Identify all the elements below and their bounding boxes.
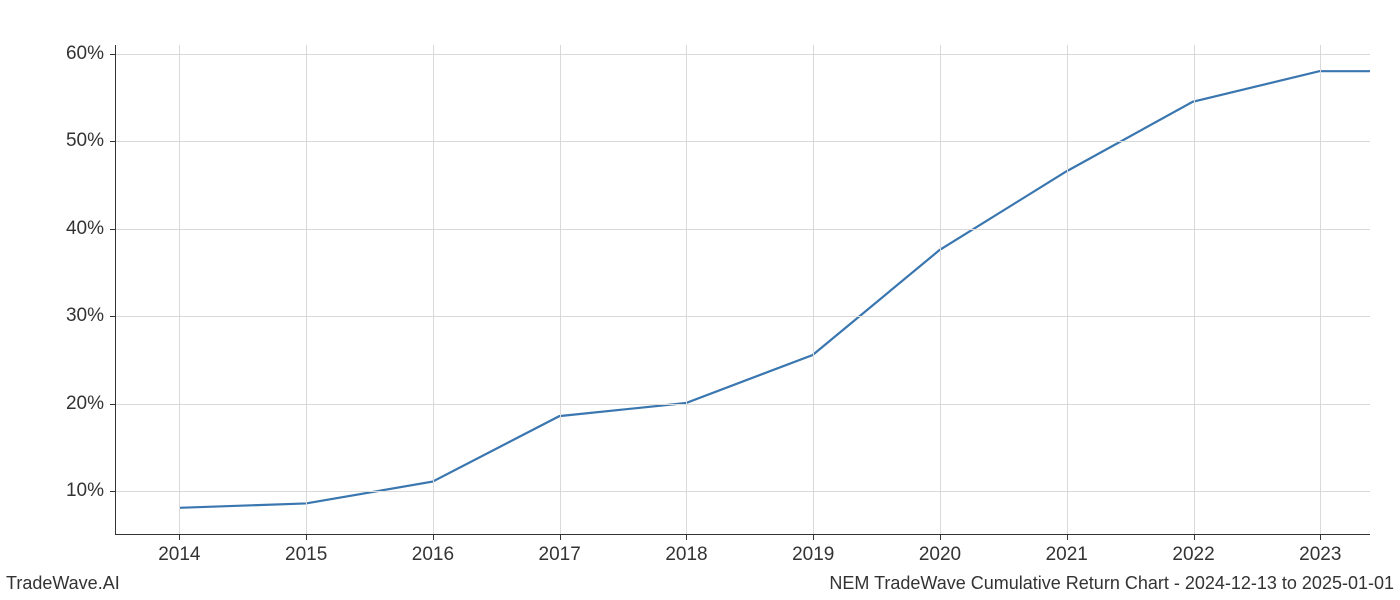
x-tick — [560, 534, 561, 540]
series-line — [179, 71, 1370, 508]
grid-line-vertical — [686, 45, 687, 534]
footer-right-caption: NEM TradeWave Cumulative Return Chart - … — [829, 573, 1394, 594]
grid-line-horizontal — [116, 491, 1370, 492]
x-tick — [940, 534, 941, 540]
x-tick — [306, 534, 307, 540]
grid-line-vertical — [1320, 45, 1321, 534]
grid-line-horizontal — [116, 54, 1370, 55]
x-tick — [1067, 534, 1068, 540]
grid-line-vertical — [306, 45, 307, 534]
y-axis-label: 20% — [66, 393, 104, 415]
x-axis-label: 2018 — [665, 544, 707, 566]
x-axis-label: 2017 — [539, 544, 581, 566]
y-tick — [110, 54, 116, 55]
y-tick — [110, 141, 116, 142]
grid-line-horizontal — [116, 229, 1370, 230]
grid-line-vertical — [940, 45, 941, 534]
x-axis-label: 2015 — [285, 544, 327, 566]
x-axis-label: 2016 — [412, 544, 454, 566]
grid-line-vertical — [433, 45, 434, 534]
x-tick — [179, 534, 180, 540]
y-axis-label: 30% — [66, 305, 104, 327]
x-axis-label: 2019 — [792, 544, 834, 566]
x-axis-label: 2020 — [919, 544, 961, 566]
grid-line-vertical — [1194, 45, 1195, 534]
y-tick — [110, 316, 116, 317]
y-axis-label: 60% — [66, 43, 104, 65]
y-tick — [110, 491, 116, 492]
footer-left-brand: TradeWave.AI — [6, 573, 120, 594]
grid-line-horizontal — [116, 404, 1370, 405]
y-axis-label: 50% — [66, 130, 104, 152]
chart-container: 10%20%30%40%50%60%2014201520162017201820… — [115, 45, 1370, 535]
grid-line-vertical — [1067, 45, 1068, 534]
x-axis-label: 2021 — [1046, 544, 1088, 566]
grid-line-horizontal — [116, 316, 1370, 317]
x-tick — [686, 534, 687, 540]
x-axis-label: 2014 — [158, 544, 200, 566]
y-tick — [110, 229, 116, 230]
x-tick — [813, 534, 814, 540]
grid-line-vertical — [560, 45, 561, 534]
x-tick — [1320, 534, 1321, 540]
grid-line-vertical — [813, 45, 814, 534]
x-axis-label: 2023 — [1299, 544, 1341, 566]
x-tick — [433, 534, 434, 540]
grid-line-horizontal — [116, 141, 1370, 142]
y-axis-label: 40% — [66, 218, 104, 240]
x-axis-label: 2022 — [1172, 544, 1214, 566]
grid-line-vertical — [179, 45, 180, 534]
y-tick — [110, 404, 116, 405]
x-tick — [1194, 534, 1195, 540]
y-axis-label: 10% — [66, 480, 104, 502]
plot-area: 10%20%30%40%50%60%2014201520162017201820… — [115, 45, 1370, 535]
line-chart-svg — [116, 45, 1370, 534]
